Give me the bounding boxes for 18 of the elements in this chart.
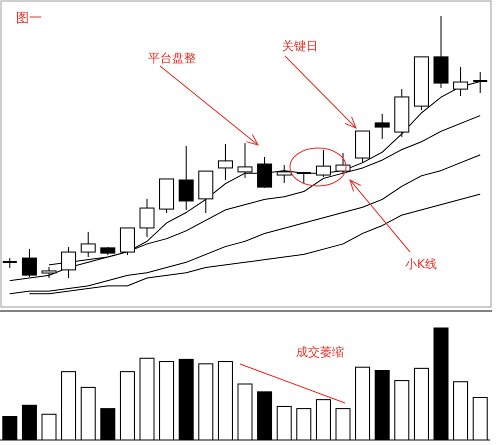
candlestick <box>140 198 154 238</box>
candlestick <box>80 231 96 258</box>
annotation: 关键日 <box>282 39 318 53</box>
annotation: 成交萎缩 <box>296 345 344 359</box>
chart-title: 图一 <box>16 11 42 26</box>
annotation: 平台盘整 <box>148 51 196 65</box>
candlestick <box>336 152 350 174</box>
candlestick <box>276 164 292 184</box>
candlestick <box>374 113 390 140</box>
candlestick <box>257 156 272 188</box>
candlestick <box>218 144 233 181</box>
candlestick <box>22 248 37 278</box>
candlestick <box>238 142 252 178</box>
candlestick <box>2 258 18 269</box>
candlestick <box>296 171 312 184</box>
candlestick <box>316 149 331 178</box>
annotation: 小K线 <box>405 257 437 271</box>
candlestick <box>178 145 194 210</box>
